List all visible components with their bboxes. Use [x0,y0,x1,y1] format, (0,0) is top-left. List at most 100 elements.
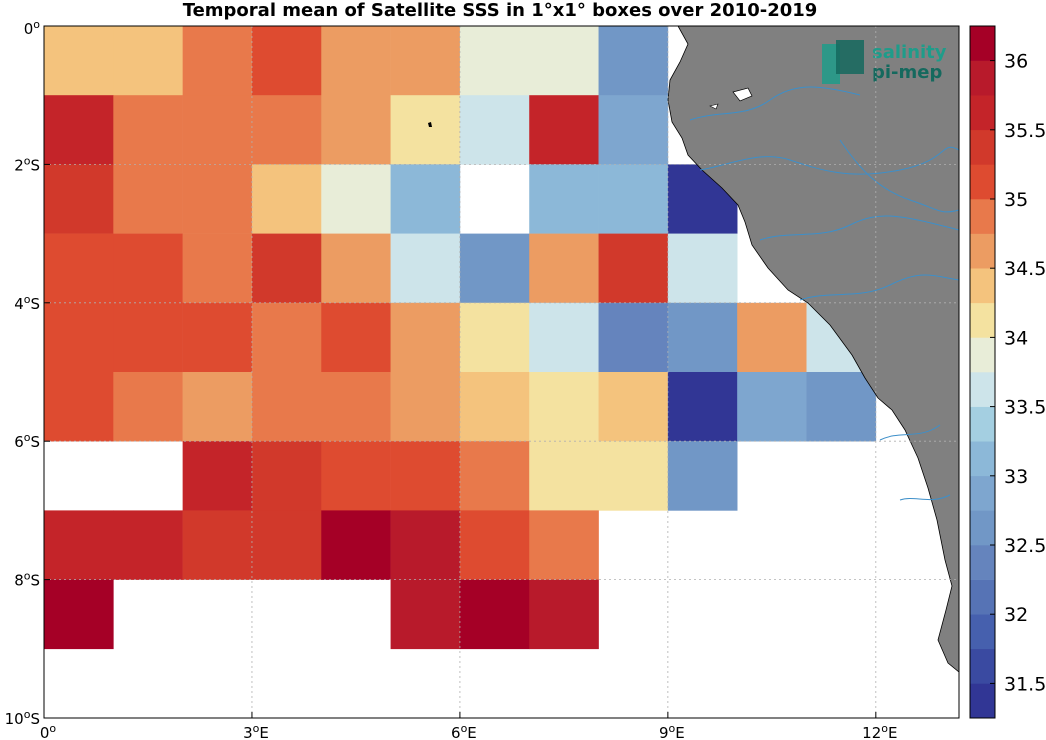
sss-cell [459,233,530,304]
sss-cell [321,233,391,304]
logo-line1: salinity [872,42,947,63]
x-axis-ticks: 0o 3oE 6oE 9oE 12oE [40,712,897,740]
sss-cell [113,372,183,442]
x-tick-label: 3oE [243,722,269,740]
sss-cell [529,510,599,580]
colorbar-tick-label: 35 [1004,189,1028,211]
sss-cell [390,441,461,511]
sss-cell [113,164,183,234]
river [879,424,941,441]
sss-cell [321,441,391,511]
sss-cell [598,441,669,511]
sss-cell [529,441,599,511]
colorbar-band [970,579,995,615]
colorbar-tick-label: 34.5 [1004,258,1046,280]
colorbar-tick-label: 31.5 [1004,673,1046,695]
sss-cell [321,302,391,373]
sss-cell [44,510,114,580]
sss-cell [737,372,807,442]
river [839,139,960,213]
sss-cell [44,26,114,96]
colorbar-band [970,302,995,338]
sss-cell [113,302,183,373]
sss-cell [321,510,391,580]
sss-cell [182,233,253,304]
colorbar-band [970,406,995,442]
sss-cell [529,233,599,304]
logo: salinity pi-mep [822,40,947,84]
sss-cell [598,302,669,373]
sss-cell [390,302,461,373]
coastal-island [709,103,719,110]
y-tick-label: 10oS [5,708,40,729]
sss-cell [44,164,114,234]
map-title: Temporal mean of Satellite SSS in 1°x1° … [183,0,818,21]
sss-cell [667,372,738,442]
sss-cell [390,95,461,165]
colorbar-band [970,545,995,580]
sss-cell [251,510,322,580]
colorbar-frame [969,25,996,719]
colorbar-ticks: 31.5 32 32.5 33 33.5 34 34.5 35 35.5 36 [990,51,1046,695]
sss-cell [113,26,183,96]
y-axis-ticks: 0o 2oS 4oS 6oS 8oS 10oS [5,18,50,729]
colorbar-tick-label: 33 [1004,466,1028,488]
sss-cell [390,510,461,580]
colorbar-band [970,129,995,165]
sss-cell [390,233,461,304]
sss-cell [182,95,253,165]
colorbar-band [970,337,995,373]
sss-cell [598,372,669,442]
gridlines [44,26,959,718]
x-tick-label: 9oE [659,722,685,740]
sss-cell [529,95,599,165]
sss-cell [44,233,114,304]
colorbar-band [970,372,995,407]
sss-cell [459,510,530,580]
y-tick-label: 0o [24,18,41,39]
colorbar-tick-label: 35.5 [1004,120,1046,142]
river [759,215,960,241]
sss-cell [806,372,877,442]
x-tick-label: 6oE [451,722,477,740]
sss-cell [459,372,530,442]
sss-cell [44,302,114,373]
gulf-island [732,87,753,102]
sss-cell [251,372,322,442]
sss-cell [251,26,322,96]
colorbar-band [970,475,995,511]
river [699,146,960,175]
sss-cell [321,372,391,442]
sss-cell [667,441,738,511]
colorbar-band [970,199,995,234]
land-mask [428,25,960,673]
sss-cell [598,164,669,234]
sss-cell [598,95,669,165]
colorbar-tick-label: 34 [1004,327,1028,349]
sss-cell [44,372,114,442]
sss-cell [390,372,461,442]
sss-cell [321,164,391,234]
sss-cell [529,579,599,650]
sss-cell [529,26,599,96]
sss-cell [598,26,669,96]
sss-cell [459,26,530,96]
colorbar-tick-label: 32 [1004,604,1028,626]
colorbar-band [970,441,995,477]
sss-cell [44,579,114,650]
sss-cell [251,233,322,304]
colorbar-band [970,648,995,684]
colorbar-band [970,26,995,61]
sss-cell [459,302,530,373]
sss-cell [459,579,530,650]
colorbar-bands [970,26,995,719]
map-panel: salinity pi-mep 0o 3oE 6oE 9oE 12oE 0o 2oS 4oS… [5,18,960,740]
small-island [428,122,432,127]
river [799,274,960,301]
logo-mark [836,40,864,74]
colorbar-band [970,683,995,719]
sss-cell [113,510,183,580]
sss-cell [737,302,807,373]
sss-cell [667,233,738,304]
sss-cell [251,302,322,373]
